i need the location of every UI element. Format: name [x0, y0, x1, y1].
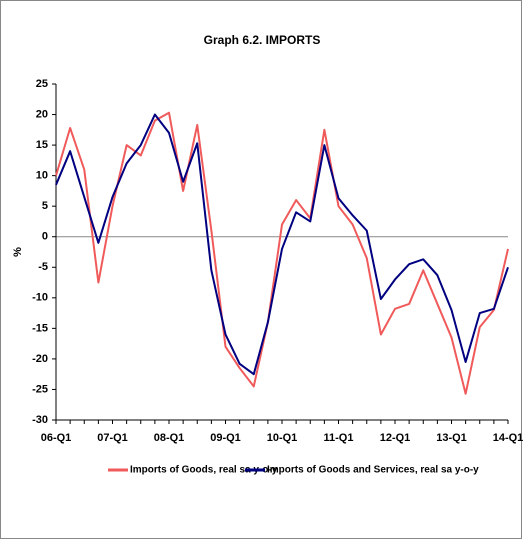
y-tick-label: -25: [32, 383, 48, 395]
x-tick-label: 08-Q1: [154, 432, 185, 444]
x-tick-label: 12-Q1: [380, 432, 411, 444]
x-tick-label: 13-Q1: [436, 432, 467, 444]
series-line: [55, 111, 509, 395]
y-tick-label: -15: [32, 322, 48, 334]
y-tick-label: 0: [42, 231, 48, 243]
y-axis-label: %: [12, 247, 24, 257]
x-tick-label: 10-Q1: [267, 432, 298, 444]
chart-title: Graph 6.2. IMPORTS: [204, 33, 321, 47]
y-tick-label: 15: [36, 139, 48, 151]
x-tick-label: 07-Q1: [97, 432, 128, 444]
x-tick-label: 06-Q1: [41, 432, 72, 444]
x-tick-label: 11-Q1: [324, 432, 354, 444]
y-tick-label: -5: [38, 261, 48, 273]
y-tick-label: 20: [36, 108, 48, 120]
y-tick-label: -20: [32, 353, 48, 365]
y-tick-label: -10: [32, 292, 48, 304]
legend-label: Imports of Goods and Services, real sa y…: [267, 465, 479, 476]
y-tick-label: 10: [36, 170, 48, 182]
legend-label: Imports of Goods, real sa y-o-y: [130, 465, 278, 476]
y-tick-label: -30: [32, 414, 48, 426]
series-line: [55, 113, 509, 376]
y-tick-label: 25: [36, 78, 48, 90]
x-tick-label: 14-Q1: [493, 432, 523, 444]
y-tick-label: 5: [42, 200, 48, 212]
x-tick-label: 09-Q1: [210, 432, 241, 444]
